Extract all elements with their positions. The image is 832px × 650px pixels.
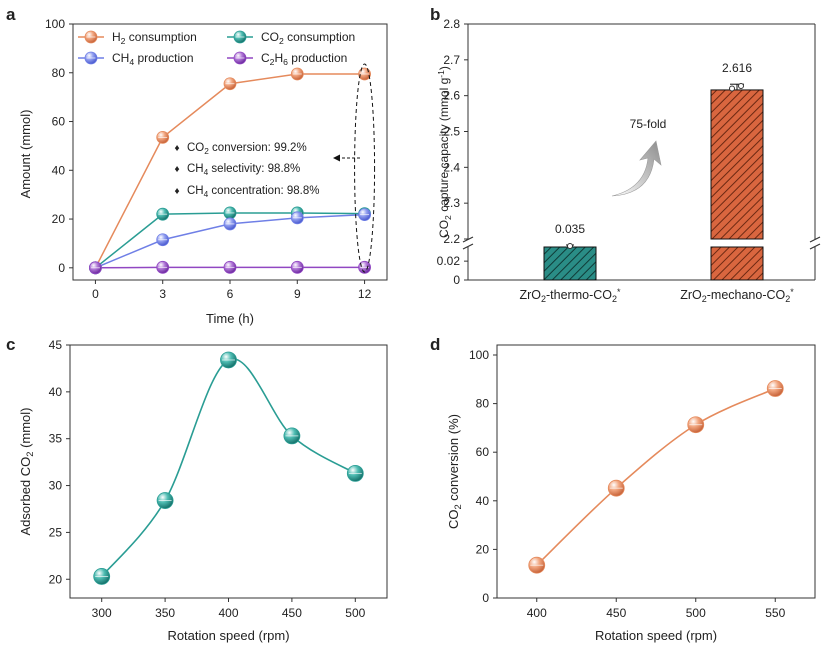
ytick-label-d: 100 [469, 348, 489, 362]
ytick-label-d: 80 [476, 397, 490, 411]
ytick-label-b: 2.3 [443, 196, 460, 210]
panel-label-c: c [6, 335, 15, 354]
ytick-label-a: 0 [58, 261, 65, 275]
xtick-label-a: 9 [294, 287, 301, 301]
xtick-label-a: 3 [159, 287, 166, 301]
ytick-label-c: 25 [49, 525, 63, 539]
break-mark-b [809, 236, 821, 243]
datapoint-thermo [567, 243, 573, 249]
series-line-d [536, 387, 776, 566]
ytick-label-b: 2.4 [443, 160, 460, 174]
datapoint-mechano [729, 85, 735, 92]
xtick-label-c: 500 [345, 606, 365, 620]
xtick-label-c: 400 [218, 606, 238, 620]
xtick-label-a: 12 [358, 287, 372, 301]
xlabel-d: Rotation speed (rpm) [595, 628, 717, 643]
ytick-label-c: 45 [49, 338, 63, 352]
legend-label-h2: H2 consumption [112, 30, 197, 46]
annotation-bullet: ♦ [174, 186, 179, 197]
value-label-thermo: 0.035 [555, 222, 585, 236]
annotation-bullet: ♦ [174, 143, 179, 154]
xtick-label-c: 350 [155, 606, 175, 620]
arrowhead-a [333, 154, 340, 162]
xtick-label-a: 0 [92, 287, 99, 301]
xlabel-c: Rotation speed (rpm) [167, 628, 289, 643]
category-label-1: ZrO2-mechano-CO2* [680, 287, 794, 304]
ylabel-a: Amount (mmol) [18, 110, 33, 199]
bar-thermo [543, 246, 597, 281]
break-mark-b [462, 243, 474, 250]
xtick-label-d: 500 [686, 606, 706, 620]
fold-label: 75-fold [630, 117, 667, 131]
axes-frame-d [496, 344, 816, 599]
xtick-label-d: 550 [765, 606, 785, 620]
annotation-bullet: ♦ [174, 164, 179, 175]
ytick-label-b: 2.6 [443, 89, 460, 103]
ytick-label-b: 2.8 [443, 17, 460, 31]
bar-mechano-lower [710, 246, 764, 281]
ytick-label-c: 40 [49, 385, 63, 399]
xlabel-a: Time (h) [206, 311, 254, 326]
ylabel-b: CO2 capture capacity (mmol g-1) [436, 66, 453, 238]
xtick-label-c: 300 [92, 606, 112, 620]
ytick-label-b: 0 [453, 273, 460, 287]
annotation-text-2: CH4 concentration: 98.8% [187, 185, 319, 199]
legend-label-ch4: CH4 production [112, 51, 194, 67]
ytick-label-b: 2.2 [443, 232, 460, 246]
xtick-label-a: 6 [227, 287, 234, 301]
ytick-label-d: 40 [476, 494, 490, 508]
ylabel-d: CO2 conversion (%) [446, 414, 463, 529]
ytick-label-d: 20 [476, 542, 490, 556]
panel-label-b: b [430, 5, 440, 24]
ytick-label-a: 60 [52, 115, 66, 129]
ytick-label-c: 30 [49, 479, 63, 493]
ytick-label-a: 100 [45, 17, 65, 31]
xtick-label-c: 450 [282, 606, 302, 620]
ytick-label-b: 0.02 [437, 254, 461, 268]
annotation-text-0: CO2 conversion: 99.2% [187, 142, 307, 156]
highlight-ellipse [354, 63, 376, 273]
fold-arrow [611, 140, 662, 197]
ytick-label-a: 80 [52, 66, 66, 80]
ytick-label-a: 20 [52, 212, 66, 226]
panel-label-d: d [430, 335, 440, 354]
break-mark-b [809, 243, 821, 250]
xtick-label-d: 450 [606, 606, 626, 620]
legend-label-co2: CO2 consumption [261, 30, 355, 46]
legend-label-c2h6: C2H6 production [261, 51, 347, 67]
annotation-text-1: CH4 selectivity: 98.8% [187, 163, 300, 177]
ytick-label-d: 0 [482, 591, 489, 605]
ylabel-c: Adsorbed CO2 (mmol) [18, 407, 35, 535]
ytick-label-b: 2.7 [443, 53, 460, 67]
ytick-label-b: 2.5 [443, 125, 460, 139]
series-line-c [101, 358, 356, 577]
ytick-label-c: 35 [49, 432, 63, 446]
xtick-label-d: 400 [527, 606, 547, 620]
ytick-label-c: 20 [49, 572, 63, 586]
category-label-0: ZrO2-thermo-CO2* [519, 287, 621, 304]
ytick-label-d: 60 [476, 445, 490, 459]
panel-label-a: a [6, 5, 16, 24]
value-label-mechano: 2.616 [722, 61, 752, 75]
ytick-label-a: 40 [52, 163, 66, 177]
datapoint-mechano [738, 82, 744, 89]
bar-mechano-upper [710, 89, 764, 240]
